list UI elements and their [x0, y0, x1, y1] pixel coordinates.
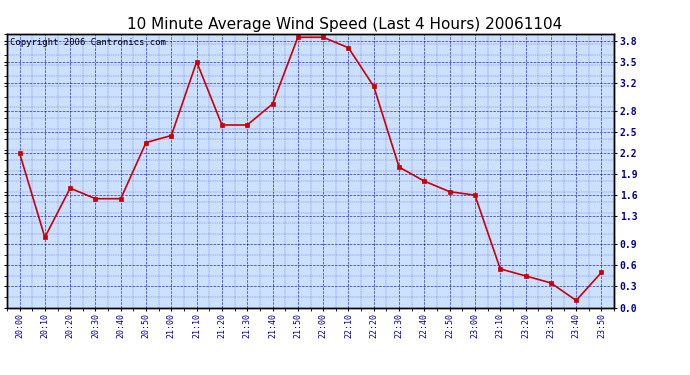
Text: Copyright 2006 Cantronics.com: Copyright 2006 Cantronics.com	[10, 38, 166, 47]
Text: 10 Minute Average Wind Speed (Last 4 Hours) 20061104: 10 Minute Average Wind Speed (Last 4 Hou…	[128, 17, 562, 32]
